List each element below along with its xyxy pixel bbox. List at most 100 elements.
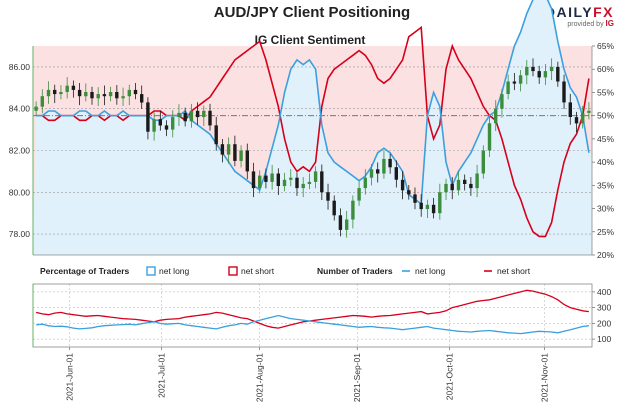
candle-body	[543, 71, 548, 78]
net-long-line	[36, 0, 590, 206]
y-left-tick-label: 82.00	[9, 146, 31, 156]
candle-body	[90, 92, 94, 99]
candle-body	[84, 92, 88, 97]
y-right-tick-label: 30%	[597, 204, 614, 214]
candle-body	[34, 106, 38, 111]
trader-count-chart: 100 200 300 400 2021-Jun-01 2021-Jul-01 2021-A…	[32, 283, 611, 402]
y-right-tick-label: 55%	[597, 87, 614, 97]
candle-body	[332, 200, 336, 216]
candle-body	[369, 169, 374, 178]
candle-body	[345, 219, 349, 230]
candle-body	[226, 144, 231, 155]
candle-body	[469, 183, 473, 189]
candle-body	[289, 177, 293, 180]
candle-body	[220, 144, 225, 155]
legend-pct-long-label: net long	[159, 266, 190, 276]
legend-pct-short-label: net short	[241, 266, 275, 276]
x-tick-label: 2021-Nov-01	[539, 353, 549, 402]
candle-body	[46, 89, 51, 97]
bottom-y-tick-label: 200	[597, 318, 611, 328]
candle-body	[525, 66, 529, 76]
candle-body	[574, 117, 579, 124]
candle-body	[487, 123, 492, 151]
candle-body	[127, 89, 131, 97]
logo-provided: provided by IG	[545, 19, 614, 28]
candle-body	[195, 110, 200, 118]
candle-body	[189, 110, 194, 122]
bottom-y-tick-label: 300	[597, 303, 611, 313]
candle-body	[146, 102, 150, 132]
y-left-tick-label: 80.00	[9, 187, 31, 197]
candle-body	[71, 85, 76, 90]
candle-body	[59, 92, 63, 95]
candle-body	[357, 188, 361, 201]
candle-body	[121, 96, 125, 99]
logo-wordmark: DAILYFX	[545, 4, 614, 20]
chart-subtitle: IG Client Sentiment	[254, 33, 366, 47]
candle-body	[363, 177, 367, 189]
candle-body	[587, 110, 591, 113]
net-short-line	[36, 25, 590, 238]
legend-pct-long-swatch	[146, 266, 156, 276]
candle-body	[258, 175, 262, 189]
candle-body	[549, 66, 554, 72]
candle-body	[394, 167, 398, 180]
candle-body	[276, 173, 280, 186]
candle-body	[270, 173, 274, 182]
logo-provided-by: provided by	[567, 21, 604, 28]
candle-body	[556, 66, 560, 82]
candle-body	[444, 183, 448, 193]
candle-body	[313, 171, 318, 182]
candle-body	[202, 110, 206, 118]
y-right-tick-label: 50%	[597, 111, 614, 121]
candle-body	[208, 110, 212, 126]
candle-body	[506, 81, 510, 94]
candle-body	[233, 144, 237, 161]
y-left-tick-label: 78.00	[9, 229, 31, 239]
candle-body	[282, 179, 287, 187]
candle-body	[264, 175, 268, 182]
candle-body	[301, 183, 305, 189]
candle-body	[388, 158, 392, 168]
candle-body	[133, 89, 138, 95]
candle-body	[382, 158, 386, 174]
candle-body	[307, 181, 312, 184]
y-right-tick-label: 45%	[597, 134, 614, 144]
candle-body	[152, 119, 156, 132]
candle-body	[568, 102, 572, 117]
sentiment-chart: 78.00 80.00 82.00 84.00 86.00 20% 25% 30% 35% 40%…	[9, 0, 614, 260]
candle-body	[512, 81, 517, 84]
logo-fx: FX	[593, 4, 614, 20]
bottom-y-tick-label: 400	[597, 287, 611, 297]
legend-pct-title: Percentage of Traders	[40, 266, 130, 276]
x-tick-label: 2021-Oct-01	[444, 353, 454, 401]
y-left-tick-label: 86.00	[9, 62, 31, 72]
candle-body	[320, 171, 324, 193]
logo-daily: DAILY	[544, 4, 594, 20]
candle-body	[456, 179, 461, 191]
candle-body	[115, 92, 119, 99]
y-right-tick-label: 65%	[597, 41, 614, 51]
legend: Percentage of Traders net long net short Nu…	[40, 266, 531, 276]
candle-body	[53, 89, 57, 95]
candle-body	[239, 150, 243, 161]
candle-body	[494, 108, 498, 124]
candle-body	[438, 192, 442, 214]
count-net-short-line	[35, 289, 589, 329]
logo-ig: IG	[605, 19, 614, 28]
candle-body	[177, 112, 181, 118]
candle-body	[102, 94, 107, 97]
candle-body	[475, 173, 479, 189]
candle-body	[251, 171, 256, 189]
count-net-long-line	[36, 314, 589, 335]
legend-num-long-label: net long	[415, 266, 446, 276]
candle-body	[518, 75, 523, 84]
candle-body	[164, 125, 169, 130]
candle-body	[65, 85, 69, 92]
candle-body	[326, 192, 330, 201]
candle-body	[419, 202, 423, 210]
candle-body	[581, 112, 585, 124]
y-left-tick-label: 84.00	[9, 104, 31, 114]
legend-pct-short-swatch	[228, 266, 238, 276]
